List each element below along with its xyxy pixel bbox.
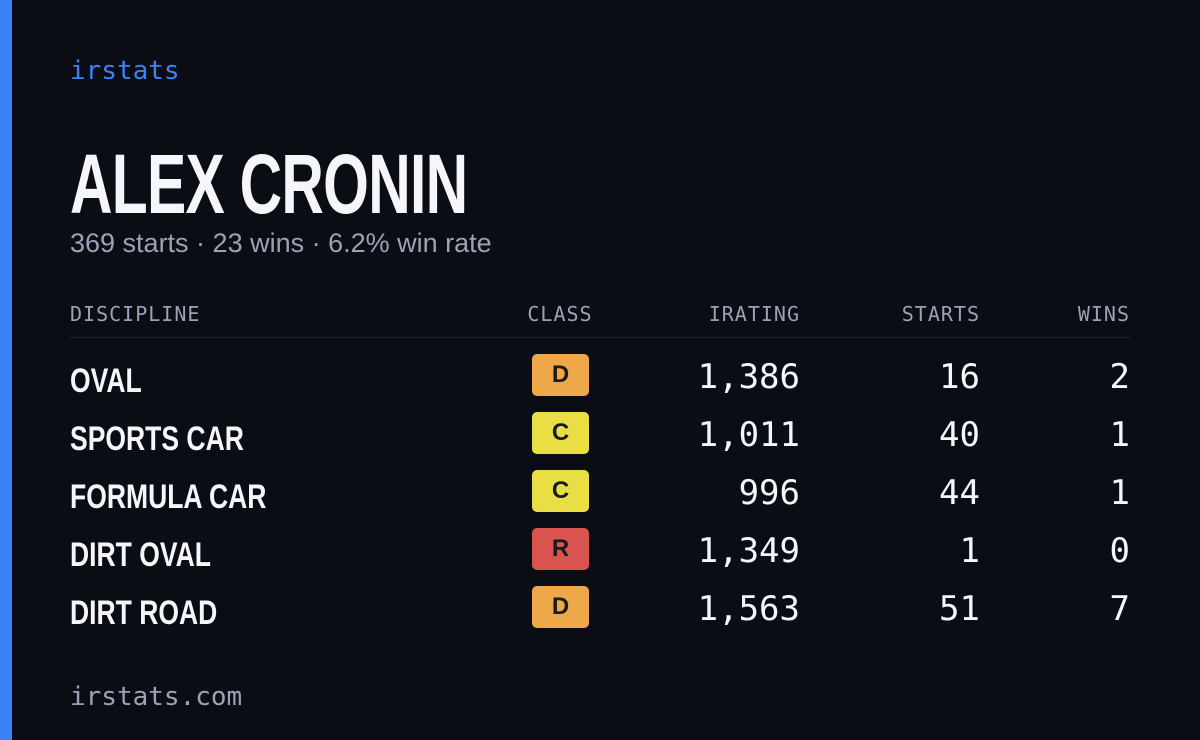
starts: 51 [939, 589, 980, 629]
column-header: STARTS [901, 302, 980, 326]
class-badge: R [532, 528, 589, 570]
column-header: CLASS [527, 302, 593, 326]
brand: irstats [70, 56, 180, 86]
irating: 1,386 [697, 357, 800, 397]
starts: 44 [939, 473, 980, 513]
class-badge: D [532, 586, 589, 628]
header-rule [70, 337, 1130, 338]
discipline: DIRT OVAL [70, 536, 211, 574]
irating: 1,349 [697, 531, 800, 571]
discipline: SPORTS CAR [70, 420, 244, 458]
wins: 1 [1109, 415, 1130, 455]
discipline: OVAL [70, 362, 142, 400]
discipline: DIRT ROAD [70, 594, 218, 632]
irating: 1,563 [697, 589, 800, 629]
starts: 1 [959, 531, 980, 571]
starts: 40 [939, 415, 980, 455]
irating: 1,011 [697, 415, 800, 455]
column-header: DISCIPLINE [70, 302, 201, 326]
class-badge: C [532, 412, 589, 454]
class-badge: D [532, 354, 589, 396]
class-badge: C [532, 470, 589, 512]
column-header: WINS [1077, 302, 1130, 326]
discipline: FORMULA CAR [70, 478, 267, 516]
footer: irstats.com [70, 682, 243, 712]
driver-summary: 369 starts · 23 wins · 6.2% win rate [70, 228, 492, 258]
wins: 2 [1109, 357, 1130, 397]
wins: 1 [1109, 473, 1130, 513]
column-header: IRATING [708, 302, 800, 326]
starts: 16 [939, 357, 980, 397]
accent-bar [0, 0, 12, 740]
wins: 7 [1109, 589, 1130, 629]
wins: 0 [1109, 531, 1130, 571]
driver-name: ALEX CRONIN [70, 137, 468, 231]
irating: 996 [738, 473, 800, 513]
